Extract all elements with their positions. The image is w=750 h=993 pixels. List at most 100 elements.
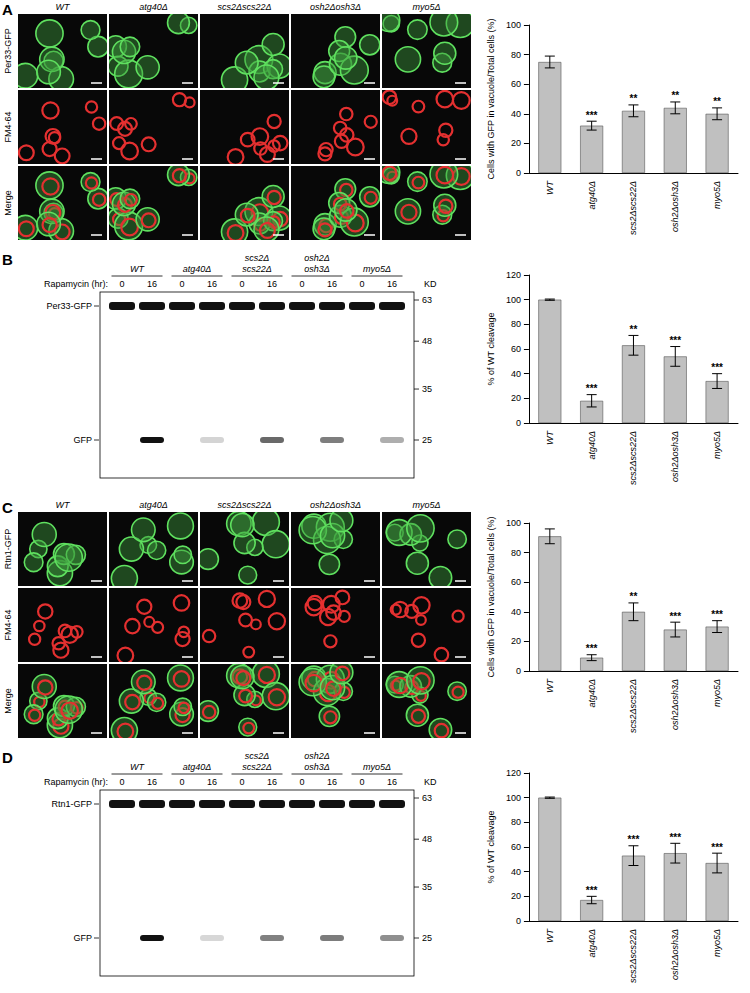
svg-text:0: 0 [119,279,124,289]
svg-text:scs2Δscs22Δ: scs2Δscs22Δ [628,679,638,733]
svg-text:Cells with GFP in vacuole/Tota: Cells with GFP in vacuole/Total cells (%… [486,517,496,678]
svg-text:20: 20 [511,891,521,901]
svg-text:16: 16 [327,777,337,787]
svg-text:scs22Δ: scs22Δ [242,762,272,772]
svg-text:scs22Δ: scs22Δ [242,264,272,274]
svg-text:osh2Δosh3Δ: osh2Δosh3Δ [670,679,680,730]
svg-text:myo5Δ: myo5Δ [363,264,391,274]
svg-text:Rtn1-GFP: Rtn1-GFP [51,799,92,809]
svg-text:***: *** [711,842,723,853]
svg-text:Rapamycin (hr):: Rapamycin (hr): [44,279,108,289]
svg-text:***: *** [669,611,681,622]
svg-text:**: ** [630,324,638,335]
svg-text:**: ** [671,90,679,101]
svg-text:35: 35 [422,882,432,892]
svg-text:Merge: Merge [3,688,13,714]
svg-text:40: 40 [511,867,521,877]
svg-text:myo5Δ: myo5Δ [412,2,440,12]
svg-text:0: 0 [179,279,184,289]
svg-text:Per33-GFP: Per33-GFP [3,28,13,74]
svg-text:FM4-64: FM4-64 [3,609,13,640]
svg-text:Rapamycin (hr):: Rapamycin (hr): [44,777,108,787]
svg-text:16: 16 [147,777,157,787]
svg-text:Per33-GFP: Per33-GFP [46,301,92,311]
svg-text:48: 48 [422,834,432,844]
svg-text:GFP: GFP [73,435,92,445]
svg-text:myo5Δ: myo5Δ [712,929,722,957]
svg-text:25: 25 [422,933,432,943]
svg-text:myo5Δ: myo5Δ [363,762,391,772]
svg-text:80: 80 [511,319,521,329]
svg-text:60: 60 [511,842,521,852]
svg-text:**: ** [630,591,638,602]
svg-text:100: 100 [506,295,521,305]
svg-text:0: 0 [359,279,364,289]
svg-text:FM4-64: FM4-64 [3,111,13,142]
svg-text:scs2Δscs22Δ: scs2Δscs22Δ [217,2,271,12]
svg-text:60: 60 [511,344,521,354]
svg-text:80: 80 [511,50,521,60]
svg-text:35: 35 [422,384,432,394]
svg-text:120: 120 [506,768,521,778]
svg-text:100: 100 [506,20,521,30]
svg-text:48: 48 [422,336,432,346]
svg-text:atg40Δ: atg40Δ [183,264,212,274]
svg-text:osh2Δosh3Δ: osh2Δosh3Δ [670,929,680,980]
svg-text:atg40Δ: atg40Δ [587,431,597,460]
svg-text:osh2Δosh3Δ: osh2Δosh3Δ [310,500,361,510]
svg-text:scs2Δscs22Δ: scs2Δscs22Δ [628,181,638,235]
svg-text:16: 16 [267,777,277,787]
svg-text:60: 60 [511,577,521,587]
svg-text:atg40Δ: atg40Δ [587,929,597,958]
svg-text:myo5Δ: myo5Δ [412,500,440,510]
svg-text:***: *** [669,335,681,346]
svg-text:20: 20 [511,138,521,148]
svg-text:atg40Δ: atg40Δ [183,762,212,772]
svg-text:0: 0 [239,279,244,289]
svg-text:***: *** [586,885,598,896]
svg-text:atg40Δ: atg40Δ [587,679,597,708]
svg-text:0: 0 [516,418,521,428]
svg-text:80: 80 [511,548,521,558]
svg-text:myo5Δ: myo5Δ [712,679,722,707]
svg-text:80: 80 [511,817,521,827]
svg-text:40: 40 [511,109,521,119]
svg-text:WT: WT [130,762,145,772]
svg-text:***: *** [586,110,598,121]
svg-text:0: 0 [119,777,124,787]
svg-text:scs2Δ: scs2Δ [245,751,270,761]
svg-text:***: *** [711,362,723,373]
svg-text:Rtn1-GFP: Rtn1-GFP [3,529,13,570]
svg-text:16: 16 [387,777,397,787]
svg-text:osh2Δosh3Δ: osh2Δosh3Δ [670,431,680,482]
svg-text:0: 0 [359,777,364,787]
svg-text:100: 100 [506,793,521,803]
svg-text:osh2Δ: osh2Δ [304,253,330,263]
svg-text:D: D [2,749,13,766]
svg-text:WT: WT [545,430,555,445]
svg-text:0: 0 [516,666,521,676]
svg-text:osh3Δ: osh3Δ [304,264,330,274]
svg-text:osh2Δ: osh2Δ [304,751,330,761]
svg-text:A: A [2,1,13,18]
svg-text:% of WT cleavage: % of WT cleavage [486,313,496,386]
svg-text:% of WT cleavage: % of WT cleavage [486,811,496,884]
svg-text:**: ** [713,96,721,107]
svg-text:***: *** [669,832,681,843]
svg-text:16: 16 [387,279,397,289]
svg-text:16: 16 [207,777,217,787]
svg-text:***: *** [628,834,640,845]
svg-text:atg40Δ: atg40Δ [139,2,168,12]
svg-text:16: 16 [267,279,277,289]
svg-text:WT: WT [545,678,555,693]
svg-text:60: 60 [511,79,521,89]
svg-text:scs2Δscs22Δ: scs2Δscs22Δ [217,500,271,510]
svg-text:myo5Δ: myo5Δ [712,181,722,209]
svg-text:***: *** [586,643,598,654]
svg-text:63: 63 [422,295,432,305]
svg-text:scs2Δ: scs2Δ [245,253,270,263]
svg-text:20: 20 [511,393,521,403]
svg-text:KD: KD [424,777,437,787]
svg-text:B: B [2,251,13,268]
svg-text:***: *** [711,609,723,620]
